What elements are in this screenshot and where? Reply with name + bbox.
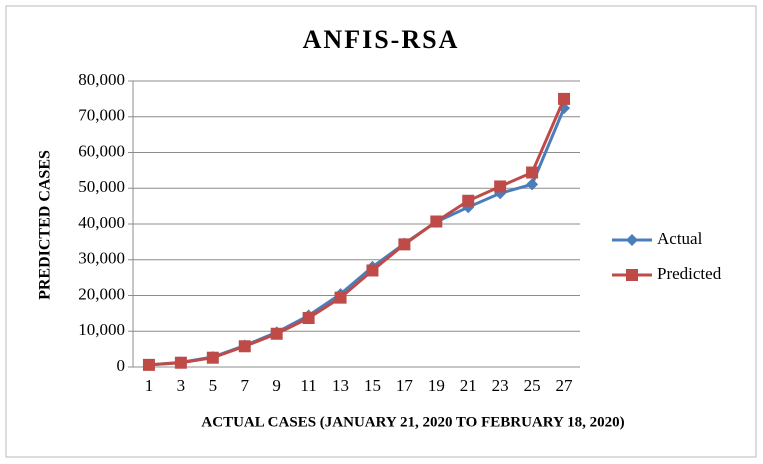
marker xyxy=(302,312,315,325)
legend-marker xyxy=(626,269,638,281)
y-tick-label: 20,000 xyxy=(78,284,125,303)
x-tick-label: 9 xyxy=(272,376,281,395)
legend-label: Actual xyxy=(657,229,703,248)
x-tick-label: 23 xyxy=(492,376,509,395)
marker xyxy=(526,166,539,179)
y-tick-label: 70,000 xyxy=(78,106,125,125)
x-axis-label: ACTUAL CASES (JANUARY 21, 2020 TO FEBRUA… xyxy=(201,414,624,430)
x-tick-label: 3 xyxy=(177,376,186,395)
marker xyxy=(430,215,443,228)
x-tick-label: 5 xyxy=(209,376,218,395)
x-tick-label: 21 xyxy=(460,376,477,395)
marker xyxy=(142,358,155,371)
marker xyxy=(174,356,187,369)
marker xyxy=(398,238,411,251)
marker xyxy=(238,340,251,353)
y-tick-label: 10,000 xyxy=(78,320,125,339)
marker xyxy=(334,291,347,304)
y-tick-label: 60,000 xyxy=(78,141,125,160)
x-tick-label: 17 xyxy=(396,376,414,395)
y-tick-label: 50,000 xyxy=(78,177,125,196)
legend-label: Predicted xyxy=(657,264,722,283)
chart-title: ANFIS-RSA xyxy=(303,25,460,54)
y-tick-label: 30,000 xyxy=(78,249,125,268)
x-tick-label: 11 xyxy=(300,376,316,395)
x-tick-label: 1 xyxy=(145,376,154,395)
legend-marker xyxy=(626,234,638,246)
marker xyxy=(206,351,219,364)
marker xyxy=(270,327,283,340)
x-tick-label: 13 xyxy=(332,376,349,395)
x-tick-label: 7 xyxy=(241,376,250,395)
marker xyxy=(366,264,379,277)
y-tick-label: 80,000 xyxy=(78,70,125,89)
x-tick-label: 27 xyxy=(556,376,574,395)
x-tick-label: 15 xyxy=(364,376,381,395)
marker xyxy=(526,178,539,191)
marker xyxy=(558,92,571,105)
marker xyxy=(462,194,475,207)
x-tick-label: 25 xyxy=(524,376,541,395)
y-tick-label: 0 xyxy=(117,356,126,375)
y-tick-label: 40,000 xyxy=(78,213,125,232)
x-tick-label: 19 xyxy=(428,376,445,395)
y-axis-label: PREDICTED CASES xyxy=(37,150,54,300)
marker xyxy=(494,180,507,193)
